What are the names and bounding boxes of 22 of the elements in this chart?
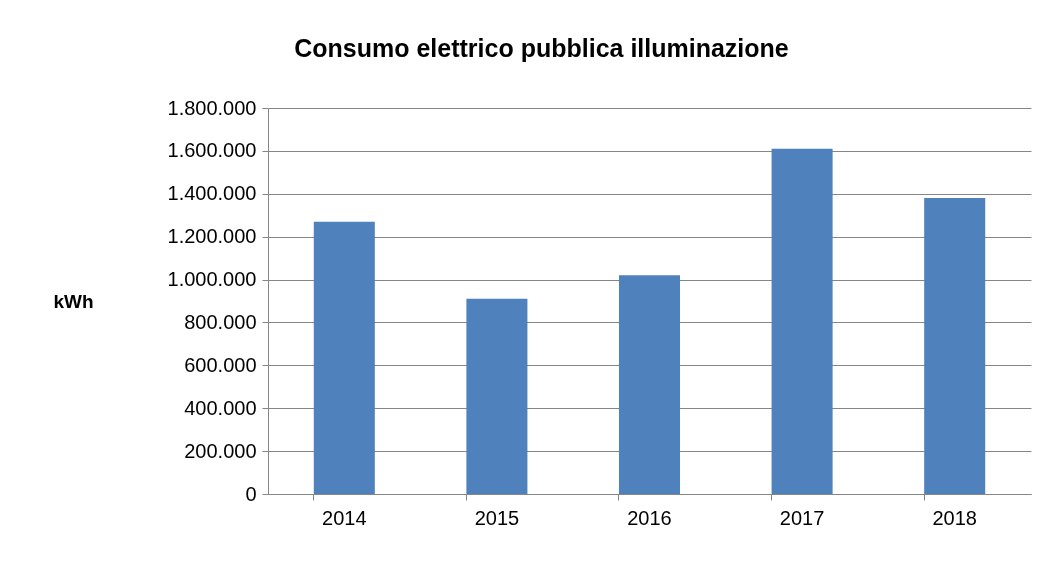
y-tick-label: 1.600.000	[167, 139, 257, 162]
bar	[618, 275, 681, 494]
y-tick-label: 600.000	[184, 353, 257, 376]
y-tick-label: 400.000	[184, 396, 257, 419]
x-tick-label: 2014	[322, 506, 367, 529]
y-tick-label: 1.000.000	[167, 268, 257, 291]
y-tick-label: 800.000	[184, 310, 257, 333]
x-tick-label: 2016	[627, 506, 672, 529]
x-tick-label: 2018	[932, 506, 977, 529]
y-tick-label: 1.400.000	[167, 182, 257, 205]
bar	[466, 298, 528, 494]
bar	[771, 148, 833, 494]
y-tick-label: 200.000	[184, 439, 257, 462]
y-tick-label: 1.200.000	[167, 225, 257, 248]
bar	[924, 198, 986, 494]
x-tick-label: 2015	[474, 506, 520, 529]
bar	[313, 221, 375, 494]
chart-title: Consumo elettrico pubblica illuminazione	[294, 34, 789, 62]
y-axis-title: kWh	[53, 290, 94, 312]
y-tick-label: 1.800.000	[167, 96, 257, 119]
y-tick-label: 0	[245, 482, 257, 505]
x-tick-label: 2017	[779, 506, 825, 529]
